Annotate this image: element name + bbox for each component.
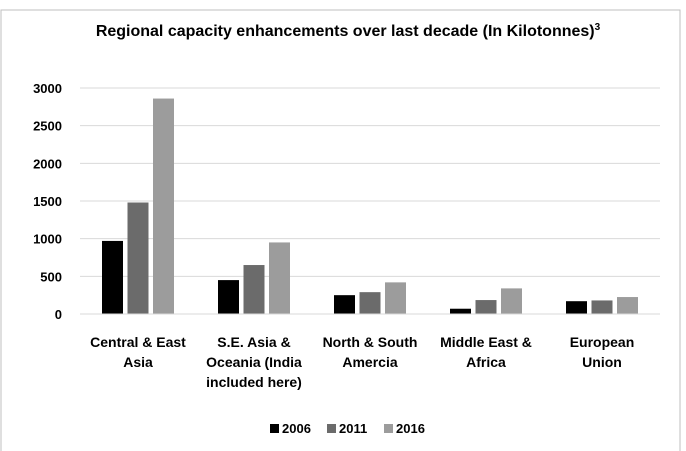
y-tick-label: 2000 [33,156,62,171]
legend-swatch-2006 [270,424,279,433]
bar-2006 [218,280,239,314]
bar-2016 [153,98,174,315]
legend: 2006 2011 2016 [270,421,425,436]
legend-label: 2011 [339,421,367,436]
legend-label: 2016 [396,421,425,436]
chart-title-text: Regional capacity enhancements over last… [96,23,595,40]
category-label: Amercia [342,354,397,370]
category-label: Africa [466,354,506,370]
bar-2016 [617,297,638,314]
gridlines [80,87,660,277]
bar-2006 [566,301,587,314]
y-axis-ticks: 0 500 1000 1500 2000 2500 3000 [33,81,62,322]
bar-2016 [385,282,406,314]
bar-2011 [359,292,381,314]
bar-2011 [127,202,149,314]
chart-title-superscript: 3 [595,22,601,33]
bar-2006 [334,295,355,314]
bar-2016 [501,288,522,314]
chart-frame [0,9,681,451]
category-label: included here) [206,374,302,390]
bars [102,98,638,315]
bar-2016 [269,242,290,314]
bar-2011 [475,300,497,314]
y-tick-label: 0 [55,307,62,322]
legend-swatch-2011 [327,424,336,433]
y-tick-label: 3000 [33,81,62,96]
y-tick-label: 1000 [33,232,62,247]
bar-2011 [591,300,613,314]
category-label: European [570,334,635,350]
category-label: Oceania (India [206,354,302,370]
bar-2006 [450,308,471,314]
chart-title: Regional capacity enhancements over last… [96,22,601,40]
y-tick-label: 2500 [33,119,62,134]
category-labels: Central & East Asia S.E. Asia & Oceania (In… [90,334,634,390]
legend-label: 2006 [282,421,311,436]
bar-2011 [243,265,265,314]
bar-2006 [102,240,123,314]
legend-swatch-2016 [384,424,393,433]
category-label: Union [582,354,622,370]
category-label: Middle East & [440,334,532,350]
y-tick-label: 500 [40,269,62,284]
category-label: North & South [323,334,418,350]
y-tick-label: 1500 [33,194,62,209]
category-label: S.E. Asia & [217,334,290,350]
category-label: Asia [123,354,153,370]
category-label: Central & East [90,334,186,350]
